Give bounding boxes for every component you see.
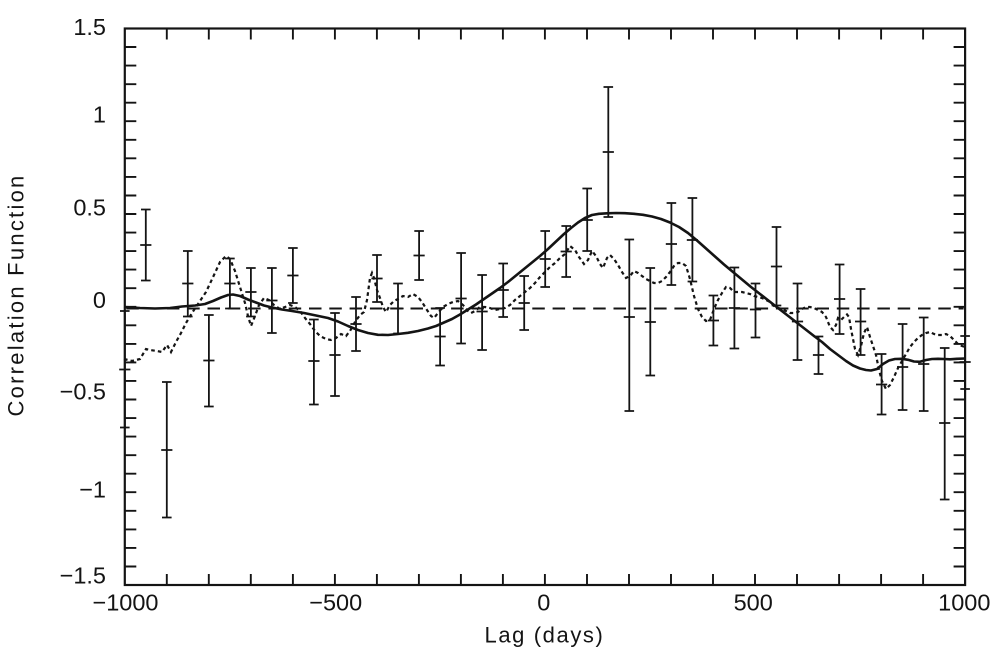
- svg-text:500: 500: [734, 589, 773, 615]
- svg-text:0: 0: [93, 287, 106, 313]
- svg-text:Correlation Function: Correlation Function: [3, 173, 28, 416]
- svg-text:−500: −500: [309, 589, 362, 615]
- svg-text:1.5: 1.5: [73, 14, 106, 40]
- svg-text:−1: −1: [79, 477, 106, 503]
- svg-text:0: 0: [537, 589, 550, 615]
- svg-text:−1.5: −1.5: [60, 563, 106, 589]
- svg-text:0.5: 0.5: [73, 195, 106, 221]
- svg-text:−1000: −1000: [92, 589, 158, 615]
- svg-text:1: 1: [93, 102, 106, 128]
- svg-text:−0.5: −0.5: [60, 379, 106, 405]
- svg-text:Lag (days): Lag (days): [485, 623, 605, 648]
- svg-text:1000: 1000: [938, 589, 990, 615]
